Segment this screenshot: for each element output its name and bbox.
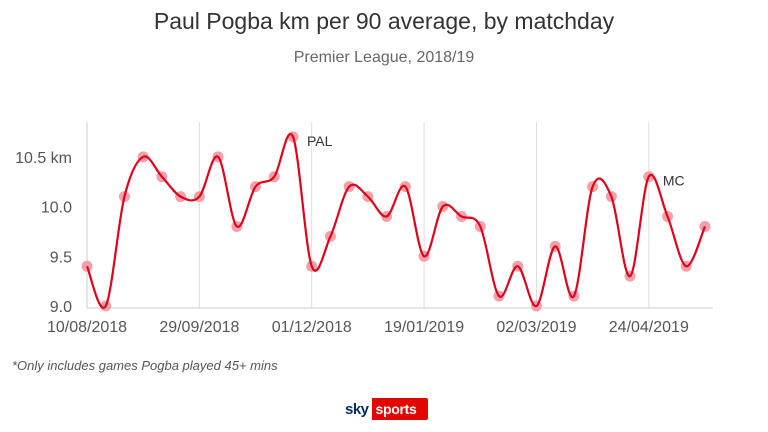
annotation-pal: PAL	[307, 133, 333, 149]
y-tick-label-2: 10.0	[41, 200, 72, 217]
series-line-layer	[85, 132, 707, 310]
sky-sports-logo: sky sports	[342, 398, 428, 420]
x-tick-label-0: 10/08/2018	[47, 319, 127, 336]
series-line	[85, 132, 707, 310]
y-tick-label-1: 9.5	[50, 249, 72, 266]
logo-sky-text: sky	[342, 398, 372, 420]
x-tick-label-5: 24/04/2019	[609, 319, 689, 336]
x-tick-label-2: 01/12/2018	[272, 319, 352, 336]
grid-lines	[86, 122, 650, 308]
y-tick-label-3: 10.5 km	[15, 150, 72, 167]
x-tick-label-4: 02/03/2019	[496, 319, 576, 336]
chart-title: Paul Pogba km per 90 average, by matchda…	[153, 8, 615, 34]
axes	[86, 122, 713, 309]
x-tick-label-3: 19/01/2019	[384, 319, 464, 336]
footnote: *Only includes games Pogba played 45+ mi…	[12, 358, 278, 373]
chart-subtitle: Premier League, 2018/19	[293, 49, 475, 66]
data-point-33	[699, 220, 711, 232]
y-tick-label-0: 9.0	[50, 299, 72, 316]
tick-labels: 9.0 9.5 10.0 10.5 km 10/08/2018 29/09/2018 01/…	[15, 133, 689, 336]
x-tick-label-1: 29/09/2018	[159, 319, 239, 336]
annotation-mc: MC	[663, 173, 685, 189]
logo-sports-text: sports	[371, 398, 428, 420]
